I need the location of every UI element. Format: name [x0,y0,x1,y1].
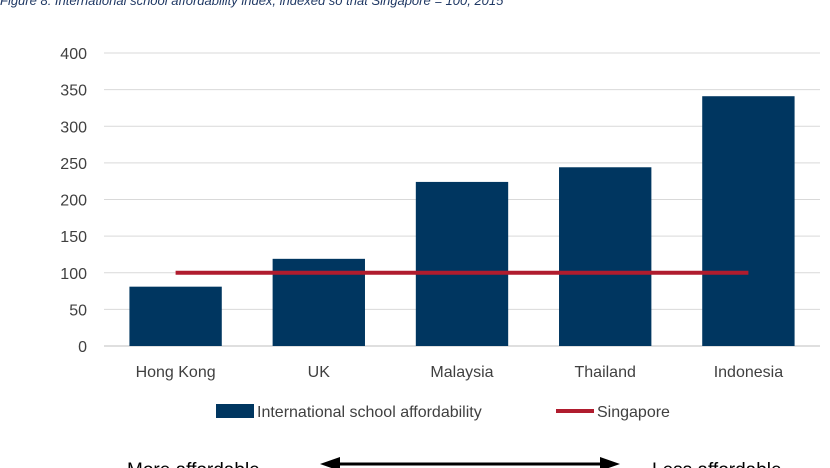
x-axis-labels: Hong Kong UK Malaysia Thailand Indonesia [136,364,784,381]
x-tick-label: Malaysia [430,364,493,381]
affordability-scale: More affordable Less affordable [127,457,782,468]
x-tick-label: Thailand [575,364,636,381]
bars [129,96,795,346]
y-tick-label: 250 [60,156,87,173]
y-tick-label: 300 [60,119,87,136]
y-axis-ticks: 0 50 100 150 200 250 300 350 400 [60,46,87,356]
y-tick-label: 400 [60,46,87,63]
more-affordable-label: More affordable [127,460,260,468]
x-tick-label: Indonesia [714,364,783,381]
y-tick-label: 200 [60,193,87,210]
bar-hong-kong [129,286,222,346]
x-tick-label: Hong Kong [136,364,216,381]
legend-label-affordability: International school affordability [257,404,482,421]
x-tick-label: UK [308,364,331,381]
bar-thailand [559,167,652,346]
legend-swatch-affordability [216,404,254,418]
bar-indonesia [702,96,795,346]
y-tick-label: 100 [60,266,87,283]
y-tick-label: 0 [78,339,87,356]
less-affordable-label: Less affordable [652,460,782,468]
bar-malaysia [415,181,509,346]
scale-arrow-left-head [320,457,340,468]
legend: International school affordability Singa… [216,404,670,421]
y-tick-label: 350 [60,83,87,100]
scale-arrow-right-head [600,457,620,468]
y-tick-label: 50 [69,302,87,319]
figure-caption: Figure 8: International school affordabi… [0,0,504,8]
y-tick-label: 150 [60,229,87,246]
legend-label-singapore: Singapore [597,404,670,421]
